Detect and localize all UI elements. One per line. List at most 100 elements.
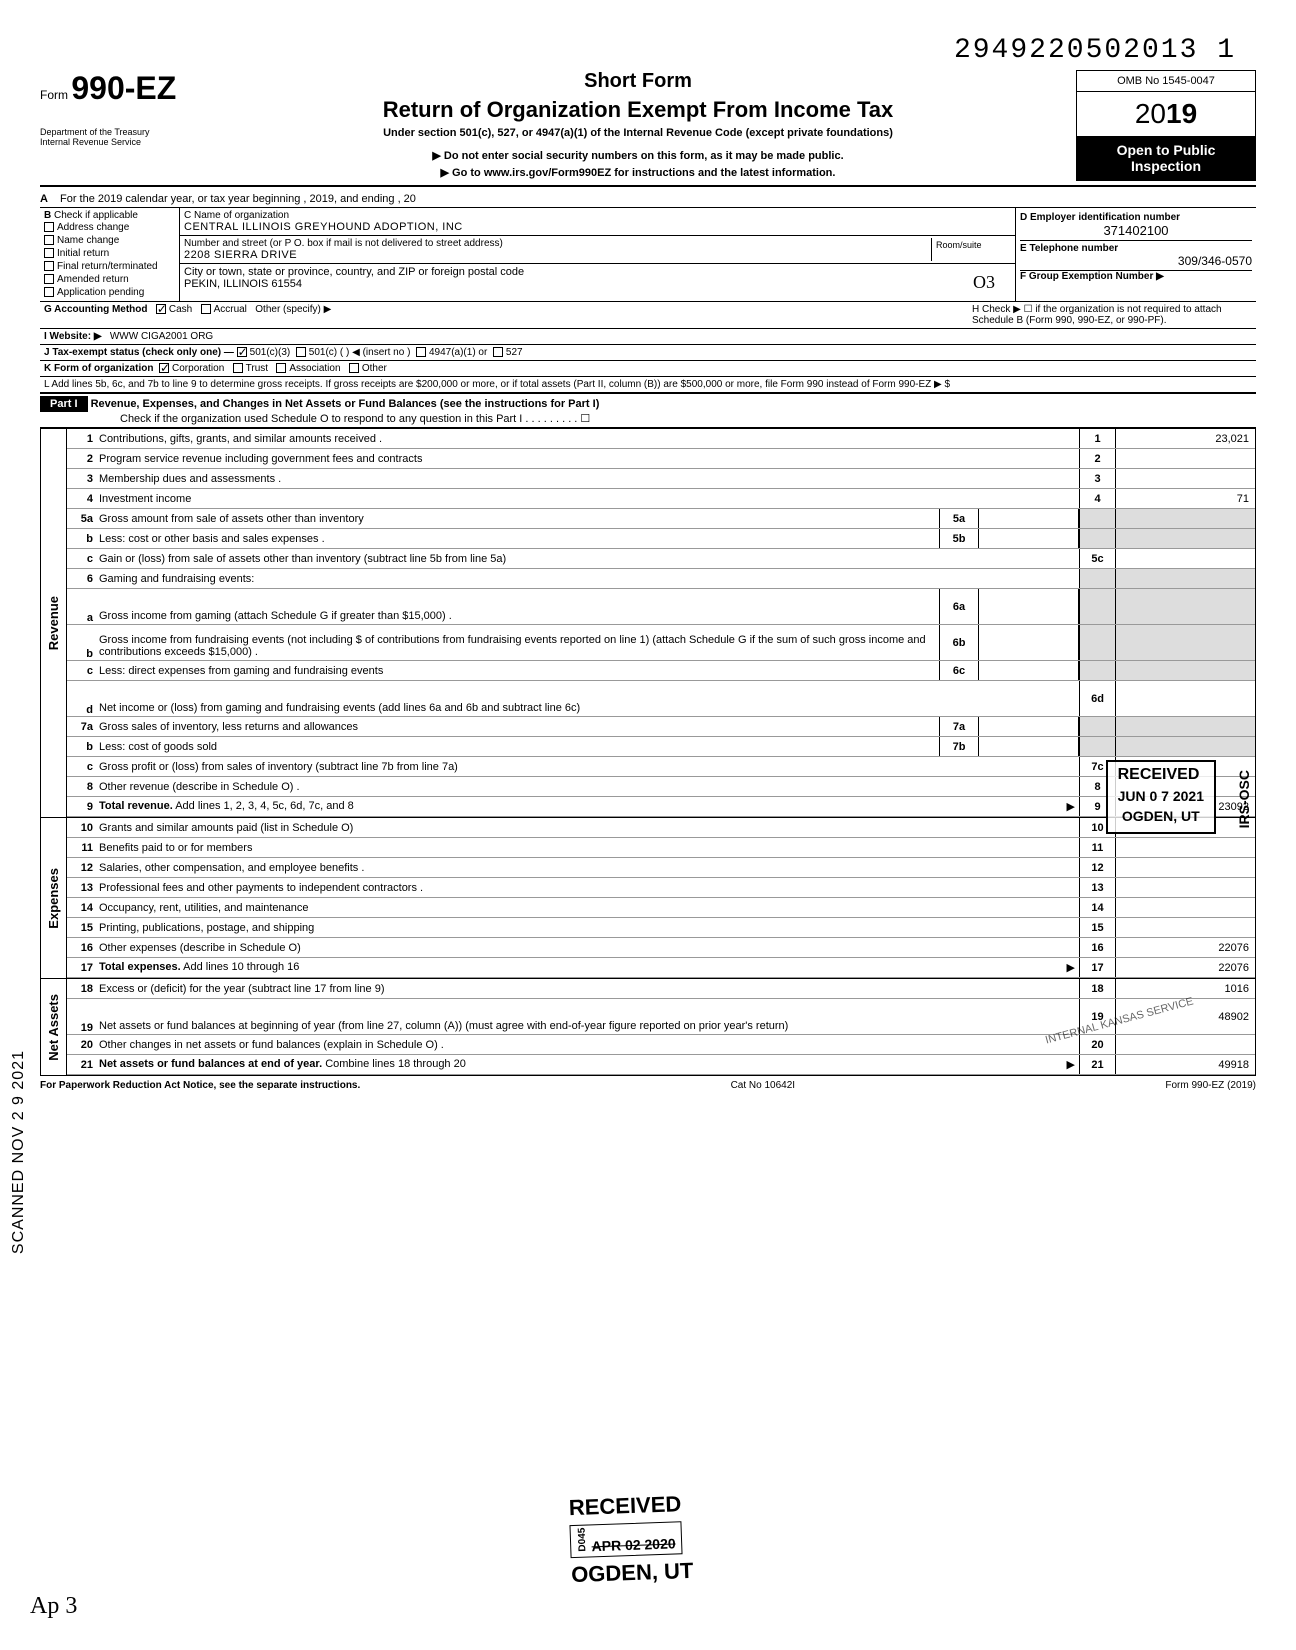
line-number: c	[67, 553, 99, 565]
line-text: Gross profit or (loss) from sales of inv…	[99, 759, 1079, 775]
opt-other: Other	[362, 363, 387, 374]
amount-value	[1115, 717, 1255, 736]
amount-value: 1016	[1115, 979, 1255, 998]
amount-line-num	[1079, 625, 1115, 660]
line-row: 3Membership dues and assessments .3	[67, 469, 1255, 489]
inner-line-val	[979, 717, 1079, 736]
stamp2-code: D045	[577, 1528, 589, 1552]
check-address-change[interactable]	[44, 222, 54, 232]
check-label: Amended return	[57, 274, 129, 285]
amount-value	[1115, 509, 1255, 528]
amount-line-num: 5c	[1079, 549, 1115, 568]
amount-line-num	[1079, 737, 1115, 756]
form-prefix: Form	[40, 88, 68, 102]
line-row: bLess: cost or other basis and sales exp…	[67, 529, 1255, 549]
city-label: City or town, state or province, country…	[184, 266, 949, 278]
line-row: 8Other revenue (describe in Schedule O) …	[67, 777, 1255, 797]
line-number: 2	[67, 453, 99, 465]
amount-value: 23,021	[1115, 429, 1255, 448]
stamp-date: JUN 0 7 2021	[1118, 788, 1204, 804]
stamp-loc: OGDEN, UT	[1118, 808, 1204, 824]
opt-501c: 501(c) ( ) ◀ (insert no )	[309, 347, 411, 358]
stamp2-title: RECEIVED	[568, 1491, 691, 1521]
line-row: 15Printing, publications, postage, and s…	[67, 918, 1255, 938]
amount-value	[1115, 529, 1255, 548]
year-bold: 19	[1166, 98, 1197, 129]
omb-number: OMB No 1545-0047	[1077, 71, 1255, 92]
line-text: Excess or (deficit) for the year (subtra…	[99, 981, 1079, 997]
check-501c3[interactable]	[237, 347, 247, 357]
part1-check-line: Check if the organization used Schedule …	[40, 412, 1256, 425]
check-if-label: Check if applicable	[54, 210, 138, 221]
amount-value: 22076	[1115, 958, 1255, 977]
check-527[interactable]	[493, 347, 503, 357]
inner-line-val	[979, 737, 1079, 756]
stamp2-date: APR 02 2020	[591, 1535, 676, 1554]
line-number: b	[67, 741, 99, 753]
line-text: Investment income	[99, 491, 1079, 507]
received-stamp-2: RECEIVED D045 APR 02 2020 OGDEN, UT	[558, 1487, 704, 1593]
check-4947[interactable]	[416, 347, 426, 357]
dept-label: Department of the Treasury Internal Reve…	[40, 127, 200, 147]
check-other-org[interactable]	[349, 363, 359, 373]
line-row: bGross income from fundraising events (n…	[67, 625, 1255, 661]
line-text: Net income or (loss) from gaming and fun…	[99, 700, 1079, 716]
line-text: Other expenses (describe in Schedule O)	[99, 940, 1079, 956]
line-row: 6Gaming and fundraising events:	[67, 569, 1255, 589]
other-specify-label: Other (specify) ▶	[255, 304, 331, 315]
opt-501c3: 501(c)(3)	[250, 347, 291, 358]
expenses-table: Expenses 10Grants and similar amounts pa…	[40, 818, 1256, 979]
amount-value: 71	[1115, 489, 1255, 508]
line-row: 18Excess or (deficit) for the year (subt…	[67, 979, 1255, 999]
org-name: CENTRAL ILLINOIS GREYHOUND ADOPTION, INC	[184, 221, 1011, 233]
amount-value	[1115, 737, 1255, 756]
line-number: c	[67, 761, 99, 773]
row-l: L Add lines 5b, 6c, and 7b to line 9 to …	[40, 377, 1256, 394]
amount-line-num: 11	[1079, 838, 1115, 857]
amount-line-num: 12	[1079, 858, 1115, 877]
amount-value	[1115, 625, 1255, 660]
line-number: b	[67, 648, 99, 660]
accrual-label: Accrual	[214, 304, 247, 315]
line-row: bLess: cost of goods sold7b	[67, 737, 1255, 757]
stamp-title: RECEIVED	[1118, 766, 1204, 784]
opt-trust: Trust	[246, 363, 268, 374]
line-row: dNet income or (loss) from gaming and fu…	[67, 681, 1255, 717]
line-row: 7aGross sales of inventory, less returns…	[67, 717, 1255, 737]
year-prefix: 20	[1135, 98, 1166, 129]
ein-value: 371402100	[1020, 223, 1252, 238]
revenue-side-label: Revenue	[41, 429, 67, 817]
row-i-website: I Website: ▶ WWW CIGA2001 ORG	[40, 329, 1256, 345]
received-stamp-1: RECEIVED JUN 0 7 2021 OGDEN, UT	[1106, 760, 1216, 834]
check-cash[interactable]	[156, 304, 166, 314]
check-amended-return[interactable]	[44, 274, 54, 284]
check-trust[interactable]	[233, 363, 243, 373]
title-main: Return of Organization Exempt From Incom…	[210, 97, 1066, 123]
check-accrual[interactable]	[201, 304, 211, 314]
check-final-return[interactable]	[44, 261, 54, 271]
check-name-change[interactable]	[44, 235, 54, 245]
line-row: cGain or (loss) from sale of assets othe…	[67, 549, 1255, 569]
line-row: 2Program service revenue including gover…	[67, 449, 1255, 469]
check-association[interactable]	[276, 363, 286, 373]
opt-4947: 4947(a)(1) or	[429, 347, 487, 358]
ein-label: D Employer identification number	[1020, 212, 1252, 223]
line-text: Gross amount from sale of assets other t…	[99, 511, 939, 527]
acct-method-label: G Accounting Method	[44, 304, 148, 315]
amount-value	[1115, 1035, 1255, 1054]
check-corporation[interactable]	[159, 363, 169, 373]
phone-label: E Telephone number	[1020, 243, 1252, 254]
check-label: Name change	[57, 235, 119, 246]
check-501c[interactable]	[296, 347, 306, 357]
line-text: Less: cost or other basis and sales expe…	[99, 531, 939, 547]
row-j-tax-status: J Tax-exempt status (check only one) — 5…	[40, 345, 1256, 361]
check-initial-return[interactable]	[44, 248, 54, 258]
amount-value	[1115, 661, 1255, 680]
line-text: Total revenue. Add lines 1, 2, 3, 4, 5c,…	[99, 798, 1079, 815]
col-b-checks: B Check if applicable Address change Nam…	[40, 208, 180, 301]
check-application-pending[interactable]	[44, 287, 54, 297]
amount-line-num	[1079, 589, 1115, 624]
website-value: WWW CIGA2001 ORG	[110, 331, 213, 342]
line-number: 9	[67, 801, 99, 813]
line-text: Contributions, gifts, grants, and simila…	[99, 431, 1079, 447]
